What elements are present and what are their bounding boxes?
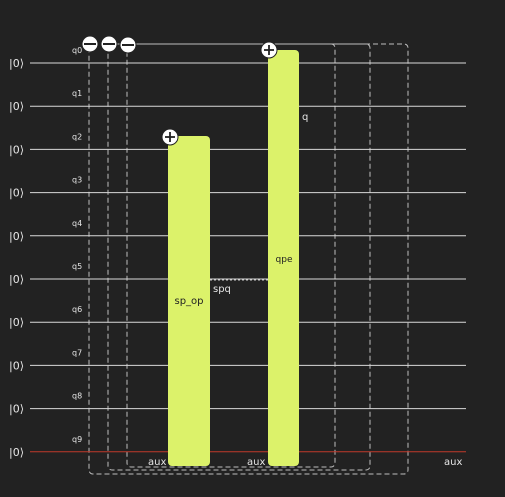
- ket-label-q6: |0⟩: [9, 316, 24, 329]
- gate-qpe[interactable]: qpe aux q: [247, 41, 308, 468]
- qubit-name-q0: q0: [72, 46, 82, 55]
- qubit-name-q9: q9: [72, 435, 82, 444]
- ket-label-q1: |0⟩: [9, 100, 24, 113]
- group-boxes: [88, 43, 409, 475]
- qubit-name-q6: q6: [72, 305, 82, 314]
- qpe-aux-label: aux: [247, 457, 265, 468]
- sp-op-aux-label: aux: [148, 457, 166, 468]
- qubit-name-q1: q1: [72, 89, 82, 98]
- spq-label: spq: [213, 284, 231, 295]
- ket-label-q0: |0⟩: [9, 57, 24, 70]
- qubit-name-q5: q5: [72, 262, 82, 271]
- collapse-button-3[interactable]: [119, 36, 137, 54]
- ket-label-q9: |0⟩: [9, 446, 24, 459]
- group-box-outer-2[interactable]: [107, 43, 371, 471]
- qubit-name-q8: q8: [72, 392, 82, 401]
- ket-label-q3: |0⟩: [9, 187, 24, 200]
- ket-label-q4: |0⟩: [9, 230, 24, 243]
- qpe-gate-label: qpe: [276, 255, 293, 265]
- ket-label-q2: |0⟩: [9, 143, 24, 156]
- qubit-name-q7: q7: [72, 348, 82, 357]
- gate-sp-op[interactable]: sp_op aux spq: [148, 128, 231, 468]
- group-box-outer-3[interactable]: [126, 43, 336, 468]
- collapse-buttons: [81, 35, 137, 54]
- q-label: q: [302, 112, 308, 123]
- ket-label-q5: |0⟩: [9, 273, 24, 286]
- sp-op-gate-label: sp_op: [174, 296, 203, 307]
- qubit-name-q2: q2: [72, 132, 82, 141]
- group-box-outer-1[interactable]: [88, 43, 409, 475]
- qpe-gate-body[interactable]: [268, 50, 299, 466]
- collapse-button-2[interactable]: [100, 35, 118, 53]
- sp-op-expand-button[interactable]: [161, 128, 179, 146]
- qubit-wires: [30, 62, 466, 453]
- qubit-name-q4: q4: [72, 219, 82, 228]
- ket-label-q8: |0⟩: [9, 403, 24, 416]
- aux-wire-label: aux: [444, 457, 462, 468]
- ket-label-q7: |0⟩: [9, 359, 24, 372]
- qubit-labels: |0⟩ q0 |0⟩ q1 |0⟩ q2 |0⟩ q3 |0⟩ q4 |0⟩ q5 |0⟩ q6 |0⟩ q7…: [9, 46, 82, 459]
- qubit-name-q3: q3: [72, 176, 82, 185]
- sp-op-gate-body[interactable]: [168, 136, 210, 466]
- collapse-button-1[interactable]: [81, 35, 99, 53]
- qpe-expand-button[interactable]: [260, 41, 278, 59]
